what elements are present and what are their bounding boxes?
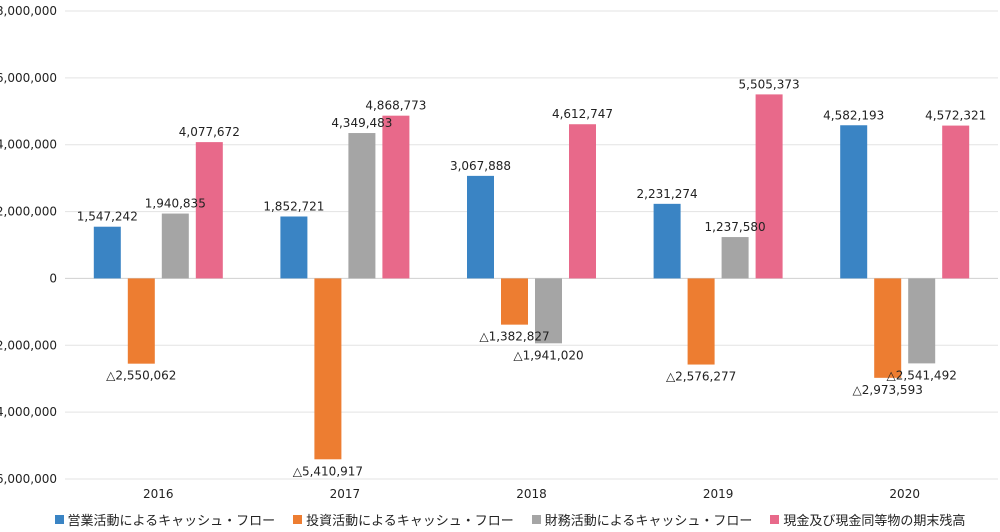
legend-item-4: 現金及び現金同等物の期末残高 (770, 508, 965, 530)
bar-2016-series-1 (93, 226, 121, 279)
data-label: 4,077,672 (179, 125, 240, 139)
bar-2018-series-1 (467, 175, 494, 279)
legend-item-3: 財務活動によるキャッシュ・フロー (531, 508, 753, 530)
data-label: 1,940,835 (145, 197, 206, 211)
legend-label: 現金及び現金同等物の期末残高 (783, 513, 966, 529)
data-label: 1,547,242 (77, 210, 138, 224)
data-label: △2,973,593 (853, 383, 923, 397)
legend-label: 営業活動によるキャッシュ・フロー (67, 513, 276, 529)
y-tick-label: -2,000,000 (0, 338, 57, 352)
data-label: △2,576,277 (666, 370, 736, 384)
data-label: 5,505,373 (739, 77, 800, 91)
bar-2020-series-1 (840, 125, 868, 279)
data-label: 4,349,483 (331, 116, 392, 130)
bar-2017-series-1 (280, 216, 308, 279)
data-label: 1,237,580 (705, 220, 766, 234)
data-label: 4,582,193 (823, 108, 884, 122)
bar-2019-series-4 (755, 94, 783, 279)
legend-swatch (54, 514, 64, 524)
y-tick-label: 0 (49, 271, 57, 285)
legend-label: 財務活動によるキャッシュ・フロー (544, 513, 753, 529)
bar-2020-series-4 (942, 125, 970, 279)
bar-2019-series-1 (653, 203, 681, 279)
bar-2016-series-2 (127, 278, 155, 364)
data-label: 4,572,321 (925, 109, 986, 123)
data-label: △1,382,827 (479, 330, 549, 344)
data-label: 1,852,721 (263, 199, 324, 213)
bar-2020-series-3 (908, 278, 936, 364)
legend-swatch (770, 514, 780, 524)
bar-2019-series-3 (721, 237, 749, 279)
bar-2017-series-2 (314, 278, 342, 460)
y-axis: 8,000,000 6,000,000 4,000,000 2,000,000 0 -2,… (0, 4, 57, 486)
bar-2017-series-3 (348, 133, 376, 279)
y-tick-label: 8,000,000 (0, 4, 57, 18)
data-label: △2,550,062 (106, 369, 176, 383)
legend-swatch (293, 514, 303, 524)
x-axis: 2016 2017 2018 2019 2020 (143, 487, 920, 501)
legend: 営業活動によるキャッシュ・フロー 投資活動によるキャッシュ・フロー 財務活動によるキ… (40, 508, 980, 530)
bar-2016-series-4 (195, 142, 223, 279)
legend-swatch (531, 514, 541, 524)
bars (93, 94, 970, 460)
bar-2016-series-3 (161, 213, 189, 279)
legend-item-1: 営業活動によるキャッシュ・フロー (54, 508, 276, 530)
y-tick-label: -4,000,000 (0, 405, 57, 419)
x-tick-label: 2017 (330, 487, 361, 501)
data-labels: 1,547,242 △2,550,062 1,940,835 4,077,672 1,8… (77, 77, 986, 478)
x-tick-label: 2019 (703, 487, 734, 501)
bar-2018-series-2 (501, 278, 528, 325)
legend-label: 投資活動によるキャッシュ・フロー (306, 513, 514, 529)
y-tick-label: 6,000,000 (0, 71, 57, 85)
x-tick-label: 2020 (889, 487, 920, 501)
bar-2020-series-2 (874, 278, 902, 378)
legend-item-2: 投資活動によるキャッシュ・フロー (293, 508, 514, 530)
x-tick-label: 2016 (143, 487, 174, 501)
data-label: △2,541,492 (887, 368, 957, 382)
data-label: △5,410,917 (293, 464, 363, 478)
data-label: 3,067,888 (450, 159, 511, 173)
bar-2018-series-4 (569, 124, 596, 279)
bar-2019-series-2 (687, 278, 715, 365)
data-label: △1,941,020 (513, 348, 583, 362)
bar-2018-series-3 (535, 278, 562, 344)
y-tick-label: -6,000,000 (0, 472, 57, 486)
data-label: 4,612,747 (552, 107, 613, 121)
x-tick-label: 2018 (516, 487, 547, 501)
data-label: 4,868,773 (365, 99, 426, 113)
y-tick-label: 2,000,000 (0, 205, 57, 219)
bar-2017-series-4 (382, 115, 410, 279)
y-tick-label: 4,000,000 (0, 138, 57, 152)
data-label: 2,231,274 (637, 187, 698, 201)
